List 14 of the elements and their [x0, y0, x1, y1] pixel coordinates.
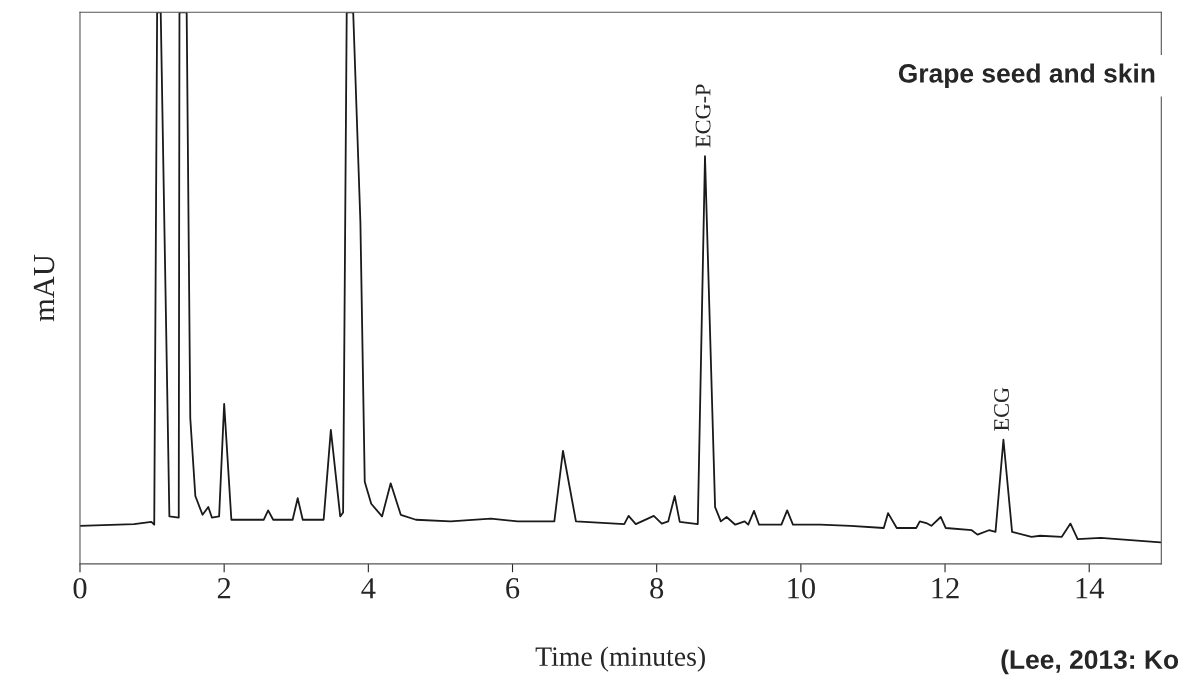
x-tick-label: 12 [932, 578, 959, 599]
text: (Lee, 2013: Ko [1001, 649, 1179, 675]
annotation: ECG [994, 387, 1009, 431]
x-tick-label: 14 [1076, 578, 1105, 599]
x-tick-label: 8 [650, 577, 664, 599]
x-tick-label: 0 [73, 577, 87, 599]
annotation: ECG-P [695, 84, 711, 148]
x-tick-label: 6 [506, 578, 520, 599]
text: Grape seed and skin [898, 63, 1155, 88]
x-tick-label: 2 [217, 578, 231, 599]
y-axis-title: mAU [33, 254, 55, 322]
x-axis-title: Time (minutes) [535, 646, 705, 672]
x-tick-label: 10 [788, 577, 815, 599]
x-tick-label: 4 [361, 578, 376, 599]
